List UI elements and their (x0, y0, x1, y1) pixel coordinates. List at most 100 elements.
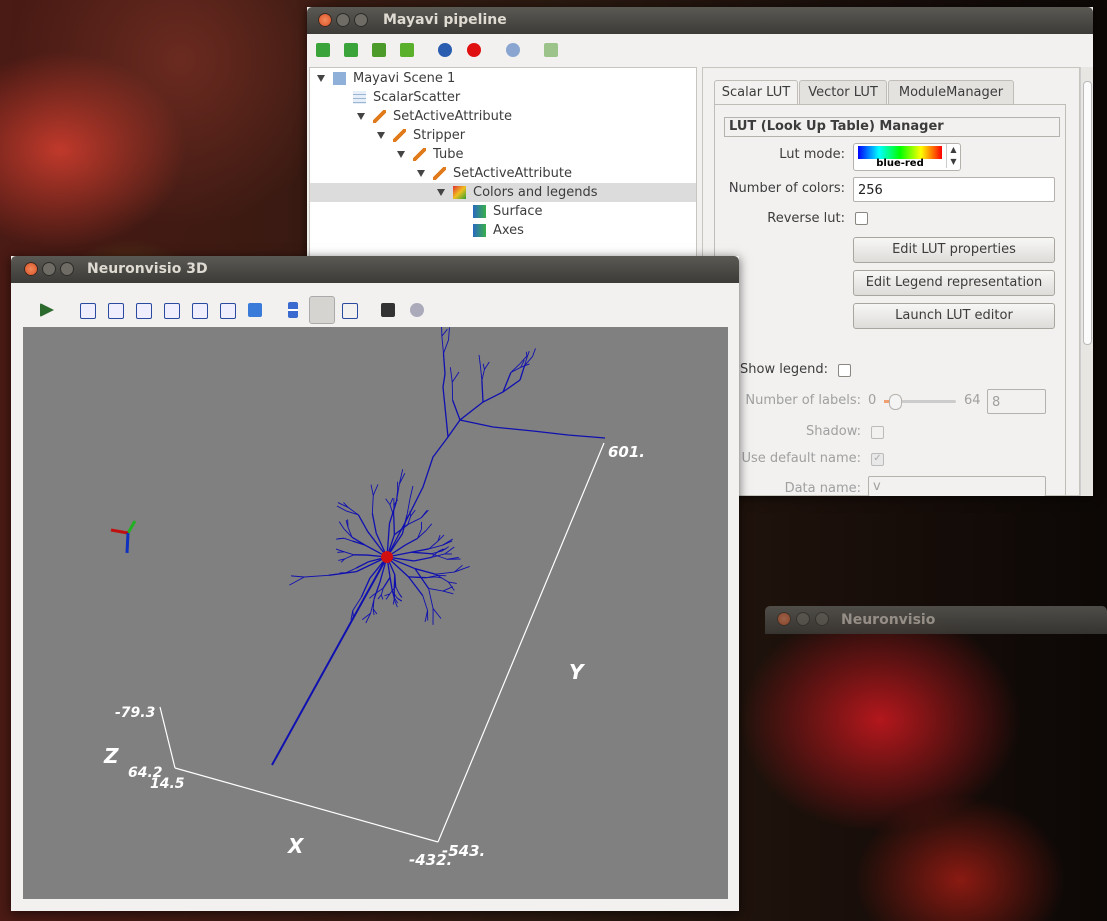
dendrite (444, 546, 455, 555)
dendrite (352, 610, 354, 619)
tree-row[interactable]: Surface (310, 202, 696, 221)
lut-mode-combo[interactable]: blue-red ▲ ▼ (853, 143, 961, 171)
dendrite (442, 590, 454, 595)
fullscreen-button[interactable] (342, 303, 358, 319)
view-x-button[interactable] (108, 303, 124, 319)
tree-row[interactable]: Mayavi Scene 1 (310, 69, 696, 88)
tool-button[interactable] (544, 43, 558, 57)
axes-toggle-button[interactable] (309, 296, 335, 324)
dendrite (478, 354, 481, 367)
close-button[interactable] (777, 612, 791, 626)
maximize-button[interactable] (354, 13, 368, 27)
slider-max: 64 (964, 393, 981, 408)
parallel-button[interactable] (288, 302, 298, 318)
dendrite (391, 591, 396, 602)
axis-tick-label: -79.3 (115, 705, 155, 721)
record-button[interactable] (467, 43, 481, 57)
button[interactable]: Launch LUT editor (853, 303, 1055, 329)
text-input[interactable]: 8 (987, 389, 1046, 414)
tree-label: SetActiveAttribute (393, 109, 512, 124)
tab[interactable]: Vector LUT (799, 80, 887, 105)
minimize-button[interactable] (42, 262, 56, 276)
tree-row[interactable]: Colors and legends (310, 183, 696, 202)
view-x-button[interactable] (80, 303, 96, 319)
tree-row[interactable]: ScalarScatter (310, 88, 696, 107)
axis-tick-label: -543. (442, 842, 485, 860)
close-button[interactable] (318, 13, 332, 27)
tree-row[interactable]: SetActiveAttribute (310, 164, 696, 183)
scrollbar-thumb[interactable] (1083, 81, 1092, 345)
dendrite (414, 568, 430, 589)
orientation-x (110, 528, 129, 535)
dendrite (424, 610, 428, 622)
combo-arrow[interactable]: ▲ ▼ (946, 144, 960, 168)
expander[interactable] (317, 75, 325, 82)
dendrite (428, 588, 434, 609)
expander[interactable] (417, 170, 425, 177)
maximize-button[interactable] (815, 612, 829, 626)
group-heading: LUT (Look Up Table) Manager (724, 117, 1060, 137)
scrollbar[interactable] (1080, 67, 1093, 496)
dendrite (446, 556, 459, 560)
expander[interactable] (397, 151, 405, 158)
tool-button[interactable] (372, 43, 386, 57)
tree-row[interactable]: SetActiveAttribute (310, 107, 696, 126)
dendrite (340, 558, 346, 563)
view-y-button[interactable] (136, 303, 152, 319)
tool-button[interactable] (400, 43, 414, 57)
checkbox-checked[interactable]: ✓ (871, 453, 884, 466)
tree-row[interactable]: Axes (310, 221, 696, 240)
tree-icon (333, 72, 346, 85)
orientation-z (125, 532, 130, 554)
minimize-button[interactable] (336, 13, 350, 27)
view-z-button[interactable] (192, 303, 208, 319)
dendrite (393, 499, 399, 506)
tool-button[interactable] (344, 43, 358, 57)
dendrite (502, 372, 512, 393)
isometric-button[interactable] (248, 303, 262, 317)
dendrite (413, 556, 432, 562)
settings-button[interactable] (410, 303, 424, 317)
view-z-button[interactable] (220, 303, 236, 319)
orientation-axes (110, 520, 137, 554)
button[interactable]: Edit LUT properties (853, 237, 1055, 263)
tab[interactable]: Scalar LUT (714, 80, 798, 105)
tree-icon (473, 205, 486, 218)
window-title: Mayavi pipeline (383, 12, 507, 28)
tree-row[interactable]: Tube (310, 145, 696, 164)
save-button[interactable] (381, 303, 395, 317)
help-button[interactable] (438, 43, 452, 57)
slider-handle[interactable] (889, 394, 902, 410)
dendrite (394, 601, 398, 608)
dendrite (395, 586, 400, 594)
scene-3d[interactable]: 601. Y -79.3 Z 64.2 14.5 X -432. -543. (23, 327, 728, 899)
dendrite (384, 593, 391, 597)
minimize-button[interactable] (796, 612, 810, 626)
tab[interactable]: ModuleManager (888, 80, 1014, 105)
close-button[interactable] (24, 262, 38, 276)
text-input[interactable]: v (868, 476, 1046, 496)
checkbox[interactable] (838, 364, 851, 377)
expander[interactable] (437, 189, 445, 196)
text-input[interactable]: 256 (853, 177, 1055, 202)
tool-button[interactable] (316, 43, 330, 57)
slider-fill (884, 400, 892, 403)
checkbox[interactable] (855, 212, 868, 225)
view-y-button[interactable] (164, 303, 180, 319)
x-axis-line (174, 767, 439, 843)
settings-button[interactable] (506, 43, 520, 57)
maximize-button[interactable] (60, 262, 74, 276)
pipeline-button[interactable] (40, 303, 54, 317)
field-label: Reverse lut: (767, 211, 845, 226)
dendrite (435, 571, 455, 575)
expander[interactable] (357, 113, 365, 120)
field-label: Number of labels: (745, 393, 861, 408)
checkbox[interactable] (871, 426, 884, 439)
dendrite (345, 510, 359, 516)
button[interactable]: Edit Legend representation (853, 270, 1055, 296)
dendrite (343, 502, 349, 508)
tree-row[interactable]: Stripper (310, 126, 696, 145)
expander[interactable] (377, 132, 385, 139)
dendrite (448, 581, 457, 584)
dendrite (408, 576, 424, 596)
